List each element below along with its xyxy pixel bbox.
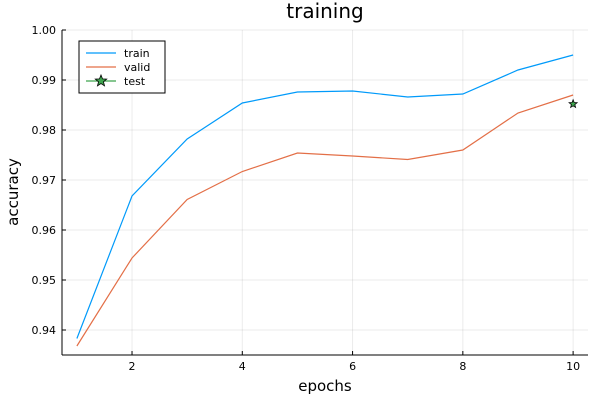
y-tick-label: 0.97 [32,174,57,187]
axes-layer: 2 4 6 8 10 0.94 0.95 0.96 0.97 0.98 0.99 1.00 [32,24,588,373]
y-tick-label: 0.95 [32,274,57,287]
legend-label-train: train [124,47,150,60]
y-tick-label: 1.00 [32,24,57,37]
y-tick-label: 0.96 [32,224,57,237]
y-axis-label: accuracy [4,158,22,226]
x-tick-label: 2 [129,360,136,373]
x-tick-label: 6 [349,360,356,373]
series-marker-test [568,98,579,109]
y-tick-label: 0.94 [32,324,57,337]
x-tick-label: 10 [566,360,580,373]
series-line-valid [76,94,574,347]
y-tick-label: 0.99 [32,74,57,87]
x-tick-label: 4 [239,360,246,373]
legend-label-valid: valid [124,61,150,74]
y-tick-label: 0.98 [32,124,57,137]
chart-title: training [286,0,363,23]
legend-label-test: test [124,75,146,88]
series-line-train [76,54,574,339]
legend-swatch-test [94,73,108,87]
x-axis-label: epochs [298,377,352,395]
x-tick-label: 8 [459,360,466,373]
series-layer [76,54,579,347]
